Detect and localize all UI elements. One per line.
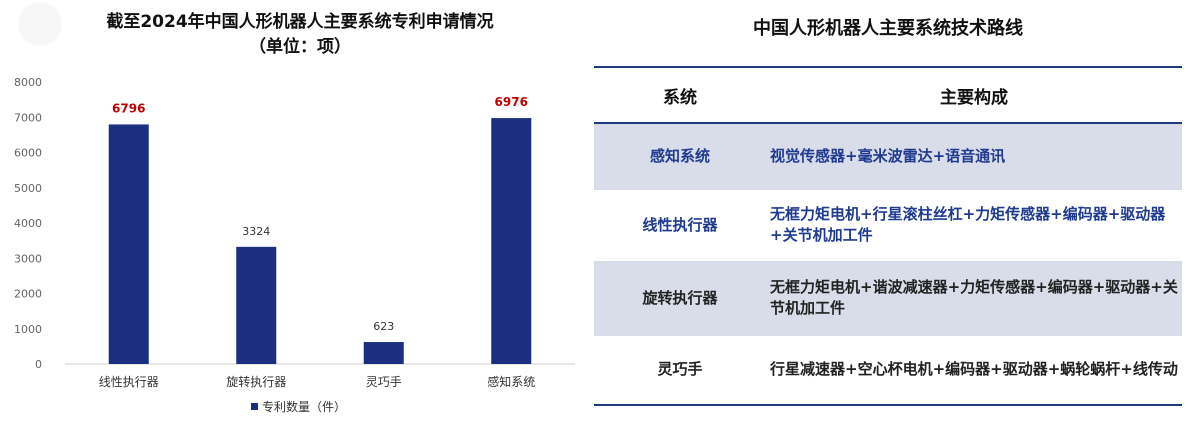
x-tick-label: 线性执行器: [99, 375, 159, 389]
y-tick-label: 4000: [14, 217, 42, 230]
data-label: 6976: [495, 95, 528, 109]
bar: [363, 342, 404, 364]
row-system: 灵巧手: [594, 334, 766, 405]
tech-route-panel: 中国人形机器人主要系统技术路线 系统 主要构成 感知系统 视觉传感器+毫米波雷达…: [594, 0, 1182, 427]
y-tick-label: 7000: [14, 111, 42, 124]
header-system: 系统: [594, 67, 766, 124]
chart-title: 截至2024年中国人形机器人主要系统专利申请情况 （单位：项）: [40, 10, 560, 60]
chart-title-unit: （单位：项）: [249, 37, 351, 57]
patent-chart-panel: 截至2024年中国人形机器人主要系统专利申请情况 （单位：项） 0 1000 200…: [0, 0, 580, 427]
x-tick-label: 灵巧手: [366, 375, 402, 389]
bar: [491, 118, 532, 364]
table-row: 旋转执行器 无框力矩电机+谐波减速器+力矩传感器+编码器+驱动器+关节机加工件: [594, 260, 1182, 335]
row-components: 视觉传感器+毫米波雷达+语音通讯: [766, 122, 1182, 189]
bar: [108, 124, 149, 364]
table-row: 感知系统 视觉传感器+毫米波雷达+语音通讯: [594, 122, 1182, 189]
legend-label: 专利数量（件）: [262, 399, 346, 414]
row-system: 感知系统: [594, 122, 766, 189]
header-components: 主要构成: [766, 67, 1182, 124]
table-header-row: 系统 主要构成: [594, 67, 1182, 124]
y-tick-label: 3000: [14, 252, 42, 265]
table-title: 中国人形机器人主要系统技术路线: [753, 18, 1023, 39]
y-tick-label: 0: [35, 358, 42, 371]
table-row: 线性执行器 无框力矩电机+行星滚柱丝杠+力矩传感器+编码器+驱动器+关节机加工件: [594, 188, 1182, 261]
bar: [236, 246, 277, 364]
legend-swatch: [251, 403, 258, 410]
data-label: 6796: [112, 101, 145, 115]
data-label: 3324: [242, 225, 270, 238]
tech-route-table: 系统 主要构成 感知系统 视觉传感器+毫米波雷达+语音通讯 线性执行器 无框力矩…: [594, 66, 1182, 406]
y-tick-label: 5000: [14, 182, 42, 195]
row-components: 无框力矩电机+谐波减速器+力矩传感器+编码器+驱动器+关节机加工件: [766, 260, 1182, 335]
y-tick-label: 8000: [14, 76, 42, 89]
y-tick-label: 6000: [14, 147, 42, 160]
table-row: 灵巧手 行星减速器+空心杯电机+编码器+驱动器+蜗轮蜗杆+线传动: [594, 334, 1182, 405]
data-label: 623: [373, 320, 394, 333]
x-tick-label: 感知系统: [487, 374, 535, 389]
bar-chart: 0 1000 2000 3000 4000 5000 6000 7000 8000 6796 线性执…: [14, 76, 575, 414]
chart-title-main: 截至2024年中国人形机器人主要系统专利申请情况: [106, 12, 494, 32]
row-system: 旋转执行器: [594, 260, 766, 335]
watermark-logo: [18, 2, 62, 46]
row-components: 行星减速器+空心杯电机+编码器+驱动器+蜗轮蜗杆+线传动: [766, 334, 1182, 405]
x-tick-label: 旋转执行器: [226, 374, 286, 389]
row-components: 无框力矩电机+行星滚柱丝杠+力矩传感器+编码器+驱动器+关节机加工件: [766, 188, 1182, 261]
y-tick-label: 1000: [14, 323, 42, 336]
row-system: 线性执行器: [594, 188, 766, 261]
y-tick-label: 2000: [14, 288, 42, 301]
